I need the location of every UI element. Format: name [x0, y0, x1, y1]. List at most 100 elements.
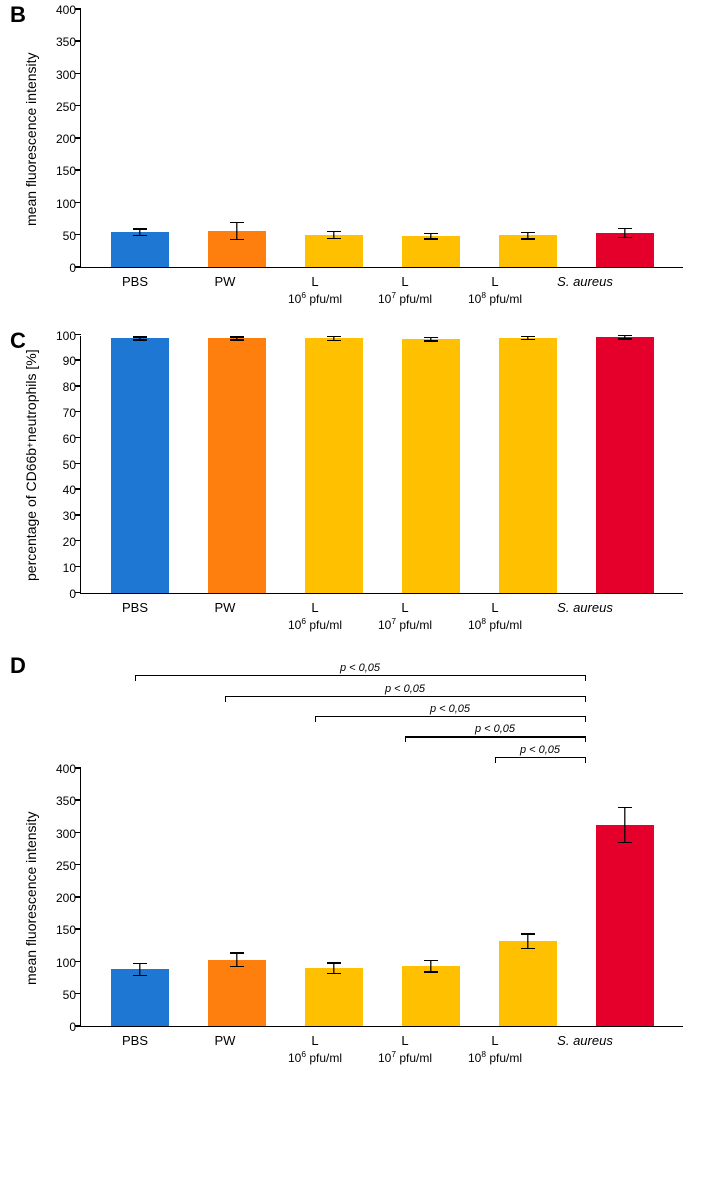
- bars-row: [81, 10, 683, 267]
- y-tick-label: 60: [63, 433, 76, 445]
- y-tick-label: 90: [63, 355, 76, 367]
- x-label-L8: L108 pfu/ml: [450, 600, 540, 634]
- error-cap-top: [133, 228, 147, 229]
- error-cap-bottom: [424, 971, 438, 972]
- error-bar-stem: [624, 807, 625, 843]
- bar-L8: [499, 338, 557, 593]
- error-cap-top: [133, 963, 147, 964]
- y-tick-label: 250: [56, 860, 76, 872]
- x-label-L8: L108 pfu/ml: [450, 1033, 540, 1067]
- bar-slot: [91, 10, 188, 267]
- bar-L6: [305, 235, 363, 267]
- error-cap-bottom: [327, 973, 341, 974]
- y-tick-label: 350: [56, 795, 76, 807]
- x-label-PBS: PBS: [90, 1033, 180, 1067]
- error-cap-top: [133, 336, 147, 337]
- bar-slot: [285, 10, 382, 267]
- x-label-L6: L106 pfu/ml: [270, 600, 360, 634]
- error-cap-top: [230, 336, 244, 337]
- bar-slot: [188, 336, 285, 593]
- bar-SA: [596, 825, 654, 1026]
- bar-slot: [382, 10, 479, 267]
- y-tick-label: 400: [56, 763, 76, 775]
- error-cap-bottom: [521, 948, 535, 949]
- bar-PBS: [111, 232, 169, 267]
- error-cap-bottom: [133, 339, 147, 340]
- y-tick-label: 250: [56, 101, 76, 113]
- error-cap-bottom: [230, 239, 244, 240]
- y-tick-label: 10: [63, 562, 76, 574]
- bar-slot: [576, 336, 673, 593]
- bar-PBS: [111, 338, 169, 592]
- bar-L8: [499, 235, 557, 267]
- error-cap-bottom: [230, 339, 244, 340]
- panel-C: C percentage of CD66b+ neutrophils [%] 0…: [20, 336, 683, 634]
- plot-area: [80, 10, 683, 268]
- y-tick-label: 0: [69, 588, 76, 600]
- panel-B: B mean fluorescence intensity 0501001502…: [20, 10, 683, 308]
- x-label-L6: L106 pfu/ml: [270, 274, 360, 308]
- error-cap-top: [230, 222, 244, 223]
- error-cap-top: [618, 228, 632, 229]
- y-axis-label: percentage of CD66b+ neutrophils [%]: [20, 336, 42, 594]
- error-cap-top: [327, 231, 341, 232]
- bar-slot: [91, 769, 188, 1026]
- y-tick-label: 100: [56, 198, 76, 210]
- bar-L6: [305, 968, 363, 1026]
- bar-slot: [188, 769, 285, 1026]
- error-cap-top: [618, 807, 632, 808]
- bar-slot: [382, 336, 479, 593]
- panel-D: Dp < 0,05p < 0,05p < 0,05p < 0,05p < 0,0…: [20, 661, 683, 1067]
- y-axis-label: mean fluorescence intensity: [20, 769, 42, 1027]
- error-bar-stem: [236, 952, 237, 966]
- error-bar-stem: [527, 933, 528, 948]
- y-tick-label: 300: [56, 828, 76, 840]
- bar-L6: [305, 338, 363, 592]
- error-cap-top: [327, 336, 341, 337]
- y-tick-label: 400: [56, 4, 76, 16]
- bar-slot: [479, 769, 576, 1026]
- error-cap-bottom: [618, 338, 632, 339]
- bar-L7: [402, 236, 460, 267]
- bar-SA: [596, 233, 654, 267]
- x-label-L6: L106 pfu/ml: [270, 1033, 360, 1067]
- bar-L7: [402, 339, 460, 592]
- x-label-L8: L108 pfu/ml: [450, 274, 540, 308]
- error-cap-top: [327, 962, 341, 963]
- x-label-L7: L107 pfu/ml: [360, 600, 450, 634]
- y-tick-label: 150: [56, 924, 76, 936]
- bar-slot: [576, 769, 673, 1026]
- y-tick-label: 70: [63, 407, 76, 419]
- bar-PW: [208, 960, 266, 1026]
- y-tick-label: 80: [63, 381, 76, 393]
- error-cap-top: [521, 336, 535, 337]
- error-cap-bottom: [133, 235, 147, 236]
- significance-brackets: p < 0,05p < 0,05p < 0,05p < 0,05p < 0,05: [80, 661, 683, 769]
- bar-slot: [91, 336, 188, 593]
- bar-PW: [208, 231, 266, 267]
- x-label-PW: PW: [180, 600, 270, 634]
- y-axis-label: mean fluorescence intensity: [20, 10, 42, 268]
- y-tick-label: 200: [56, 133, 76, 145]
- error-cap-bottom: [521, 339, 535, 340]
- y-tick-label: 50: [63, 989, 76, 1001]
- error-cap-bottom: [327, 238, 341, 239]
- bar-SA: [596, 337, 654, 592]
- y-tick-label: 50: [63, 459, 76, 471]
- error-cap-bottom: [618, 842, 632, 843]
- error-cap-top: [424, 960, 438, 961]
- error-cap-top: [230, 952, 244, 953]
- y-tick-label: 200: [56, 892, 76, 904]
- x-label-L7: L107 pfu/ml: [360, 274, 450, 308]
- x-label-PBS: PBS: [90, 600, 180, 634]
- bar-slot: [576, 10, 673, 267]
- bars-row: [81, 336, 683, 593]
- x-label-L7: L107 pfu/ml: [360, 1033, 450, 1067]
- x-label-PW: PW: [180, 274, 270, 308]
- bars-row: [81, 769, 683, 1026]
- bar-slot: [285, 336, 382, 593]
- x-label-SA: S. aureus: [540, 1033, 630, 1067]
- bar-slot: [479, 10, 576, 267]
- error-cap-bottom: [521, 238, 535, 239]
- error-bar-stem: [236, 222, 237, 240]
